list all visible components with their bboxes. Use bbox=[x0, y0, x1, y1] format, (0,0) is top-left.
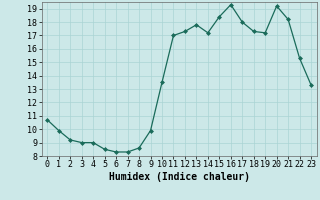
X-axis label: Humidex (Indice chaleur): Humidex (Indice chaleur) bbox=[109, 172, 250, 182]
